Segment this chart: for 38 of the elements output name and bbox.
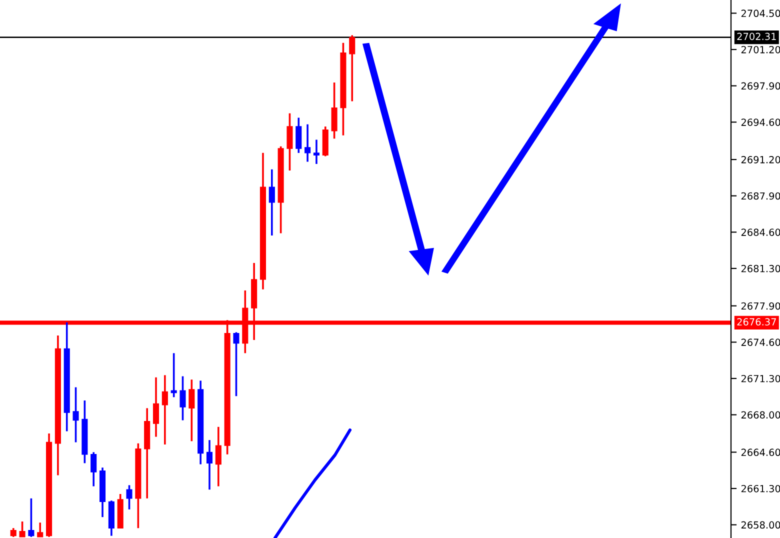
- candlestick: [349, 34, 356, 102]
- candlestick: [313, 138, 320, 165]
- candlestick: [72, 386, 79, 444]
- y-tick-label: 2691.20: [741, 156, 780, 164]
- y-tick-label: 2681.30: [741, 264, 780, 272]
- candlestick: [233, 331, 240, 397]
- candlestick: [152, 376, 160, 438]
- candlestick: [188, 378, 195, 442]
- candlestick: [268, 168, 275, 236]
- y-tick-label: 2701.20: [741, 46, 780, 54]
- candlestick: [304, 123, 311, 163]
- candlestick: [286, 112, 293, 172]
- y-tick-label: 2661.30: [741, 484, 780, 492]
- y-tick-label: 2694.60: [741, 118, 780, 126]
- candlestick: [215, 426, 222, 488]
- y-tick-label: 2704.50: [741, 10, 780, 18]
- y-tick-label: 2697.90: [741, 82, 780, 90]
- candlestick: [37, 522, 44, 538]
- y-tick-label: 2674.60: [741, 338, 780, 346]
- y-tick-label: 2664.60: [741, 448, 780, 456]
- candlestick: [170, 352, 177, 398]
- ref-line-label: 2676.37: [737, 318, 776, 326]
- candlestick: [162, 374, 168, 446]
- candlestick: [296, 116, 302, 154]
- candlestick: [126, 484, 132, 510]
- candlestick: [206, 439, 213, 490]
- y-tick-label: 2658.00: [741, 521, 780, 529]
- ref-line-label: 2702.31: [737, 32, 776, 40]
- candlestick: [331, 82, 338, 140]
- y-tick-label: 2687.90: [741, 192, 780, 200]
- y-tick-label: 2671.30: [741, 374, 780, 382]
- y-tick-label: 2684.60: [741, 228, 780, 236]
- candlestick: [19, 520, 26, 538]
- y-tick-label: 2677.90: [741, 302, 780, 310]
- y-tick-label: 2668.00: [741, 411, 780, 419]
- candlestick: [180, 375, 186, 422]
- candlestick: [90, 451, 97, 488]
- candlestick: [28, 497, 34, 538]
